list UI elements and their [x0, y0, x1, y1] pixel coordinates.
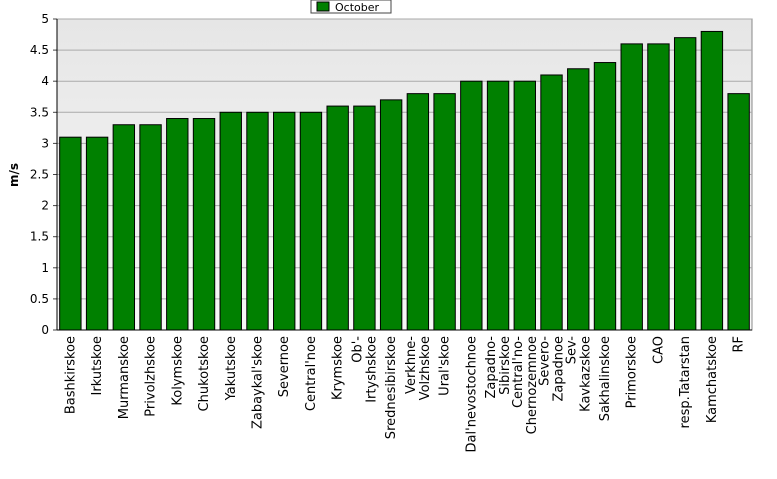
x-tick-label: Sakhalinskoe — [598, 336, 613, 421]
legend-swatch — [316, 1, 330, 12]
x-tick-label: Central'noe — [304, 336, 319, 411]
x-tick-label: Central'no-Chernozemnoe — [511, 336, 540, 435]
bar — [166, 118, 189, 331]
x-tick-label: Verkhne-Volzhskoe — [404, 336, 433, 401]
x-tick-label: Kamchatskoe — [705, 336, 720, 423]
x-tick-label: CAO — [651, 336, 666, 364]
x-tick-label: Ob'-Irtyshskoe — [350, 336, 379, 403]
x-tick-label: Srednesibirskoe — [384, 336, 399, 439]
bar — [700, 30, 724, 331]
bar — [379, 99, 403, 331]
x-tick-label: Ural'skoe — [438, 336, 453, 396]
bar — [593, 62, 617, 331]
y-tick-label: 2 — [41, 199, 49, 213]
y-tick-label: 0.5 — [30, 292, 49, 306]
bar — [299, 111, 323, 331]
bar — [219, 111, 242, 331]
x-tick-label: Yakutskoe — [224, 336, 239, 401]
x-tick-label: Zapadno-Sibirskoe — [484, 336, 513, 399]
bar — [727, 93, 750, 331]
y-tick-label: 2.5 — [30, 168, 49, 182]
legend: October — [310, 0, 392, 14]
x-tick-label: RF — [732, 336, 747, 353]
bar — [353, 105, 376, 331]
bar — [540, 74, 563, 331]
x-tick-label: Sev-Kavkazskoe — [564, 336, 593, 412]
legend-label: October — [335, 1, 379, 14]
y-tick-label: 3 — [41, 136, 49, 150]
x-tick-label: Murmanskoe — [117, 336, 132, 419]
x-tick-label: Severo-Zapadnoe — [538, 336, 567, 402]
bar — [273, 111, 296, 331]
y-tick-label: 0 — [41, 323, 49, 337]
y-tick-label: 4.5 — [30, 43, 49, 57]
y-tick-label: 1.5 — [30, 230, 49, 244]
x-tick-label: resp.Tatarstan — [678, 336, 693, 428]
x-tick-label: Privolzhskoe — [144, 336, 159, 417]
bar — [673, 37, 697, 331]
bar — [406, 93, 430, 331]
x-tick-label: Kolymskoe — [170, 336, 185, 406]
y-tick-label: 5 — [41, 12, 49, 26]
bar — [246, 111, 269, 331]
x-tick-label: Dal'nevostochnoe — [464, 336, 479, 452]
x-tick-label: Primorskoe — [625, 336, 640, 408]
bar — [433, 93, 456, 331]
y-tick-label: 4 — [41, 74, 49, 88]
bar — [513, 80, 536, 331]
legend-box — [310, 0, 392, 14]
bar — [486, 80, 510, 331]
x-tick-label: Zabaykal'skoe — [250, 336, 265, 429]
bar — [139, 124, 162, 331]
bar — [567, 68, 590, 331]
y-tick-label: 1 — [41, 261, 49, 275]
bar — [620, 43, 643, 331]
bar — [192, 118, 216, 331]
y-axis-label: m/s — [7, 163, 21, 187]
bar — [59, 136, 82, 331]
x-tick-label: Chukotskoe — [197, 336, 212, 411]
bar — [326, 105, 349, 331]
x-tick-label: Severnoe — [277, 336, 292, 397]
x-tick-label: Krymskoe — [331, 336, 346, 400]
bar — [85, 136, 109, 331]
bar — [460, 80, 483, 331]
y-tick-label: 3.5 — [30, 105, 49, 119]
bar — [647, 43, 670, 331]
bar — [112, 124, 136, 331]
x-tick-label: Bashkirskoe — [63, 336, 78, 414]
x-tick-label: Irkutskoe — [90, 336, 105, 395]
